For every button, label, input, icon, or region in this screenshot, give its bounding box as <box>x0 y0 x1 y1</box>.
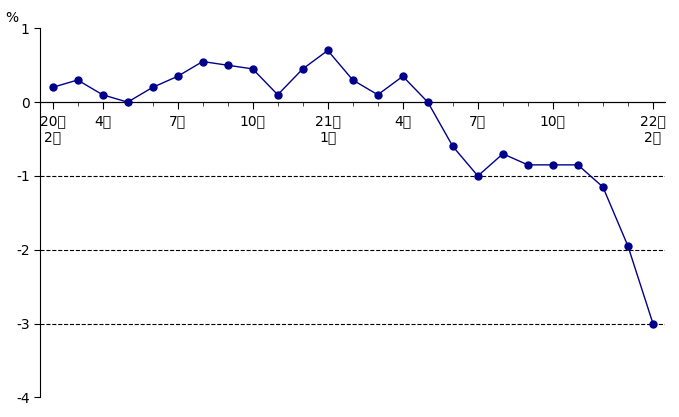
Text: %: % <box>5 10 19 25</box>
